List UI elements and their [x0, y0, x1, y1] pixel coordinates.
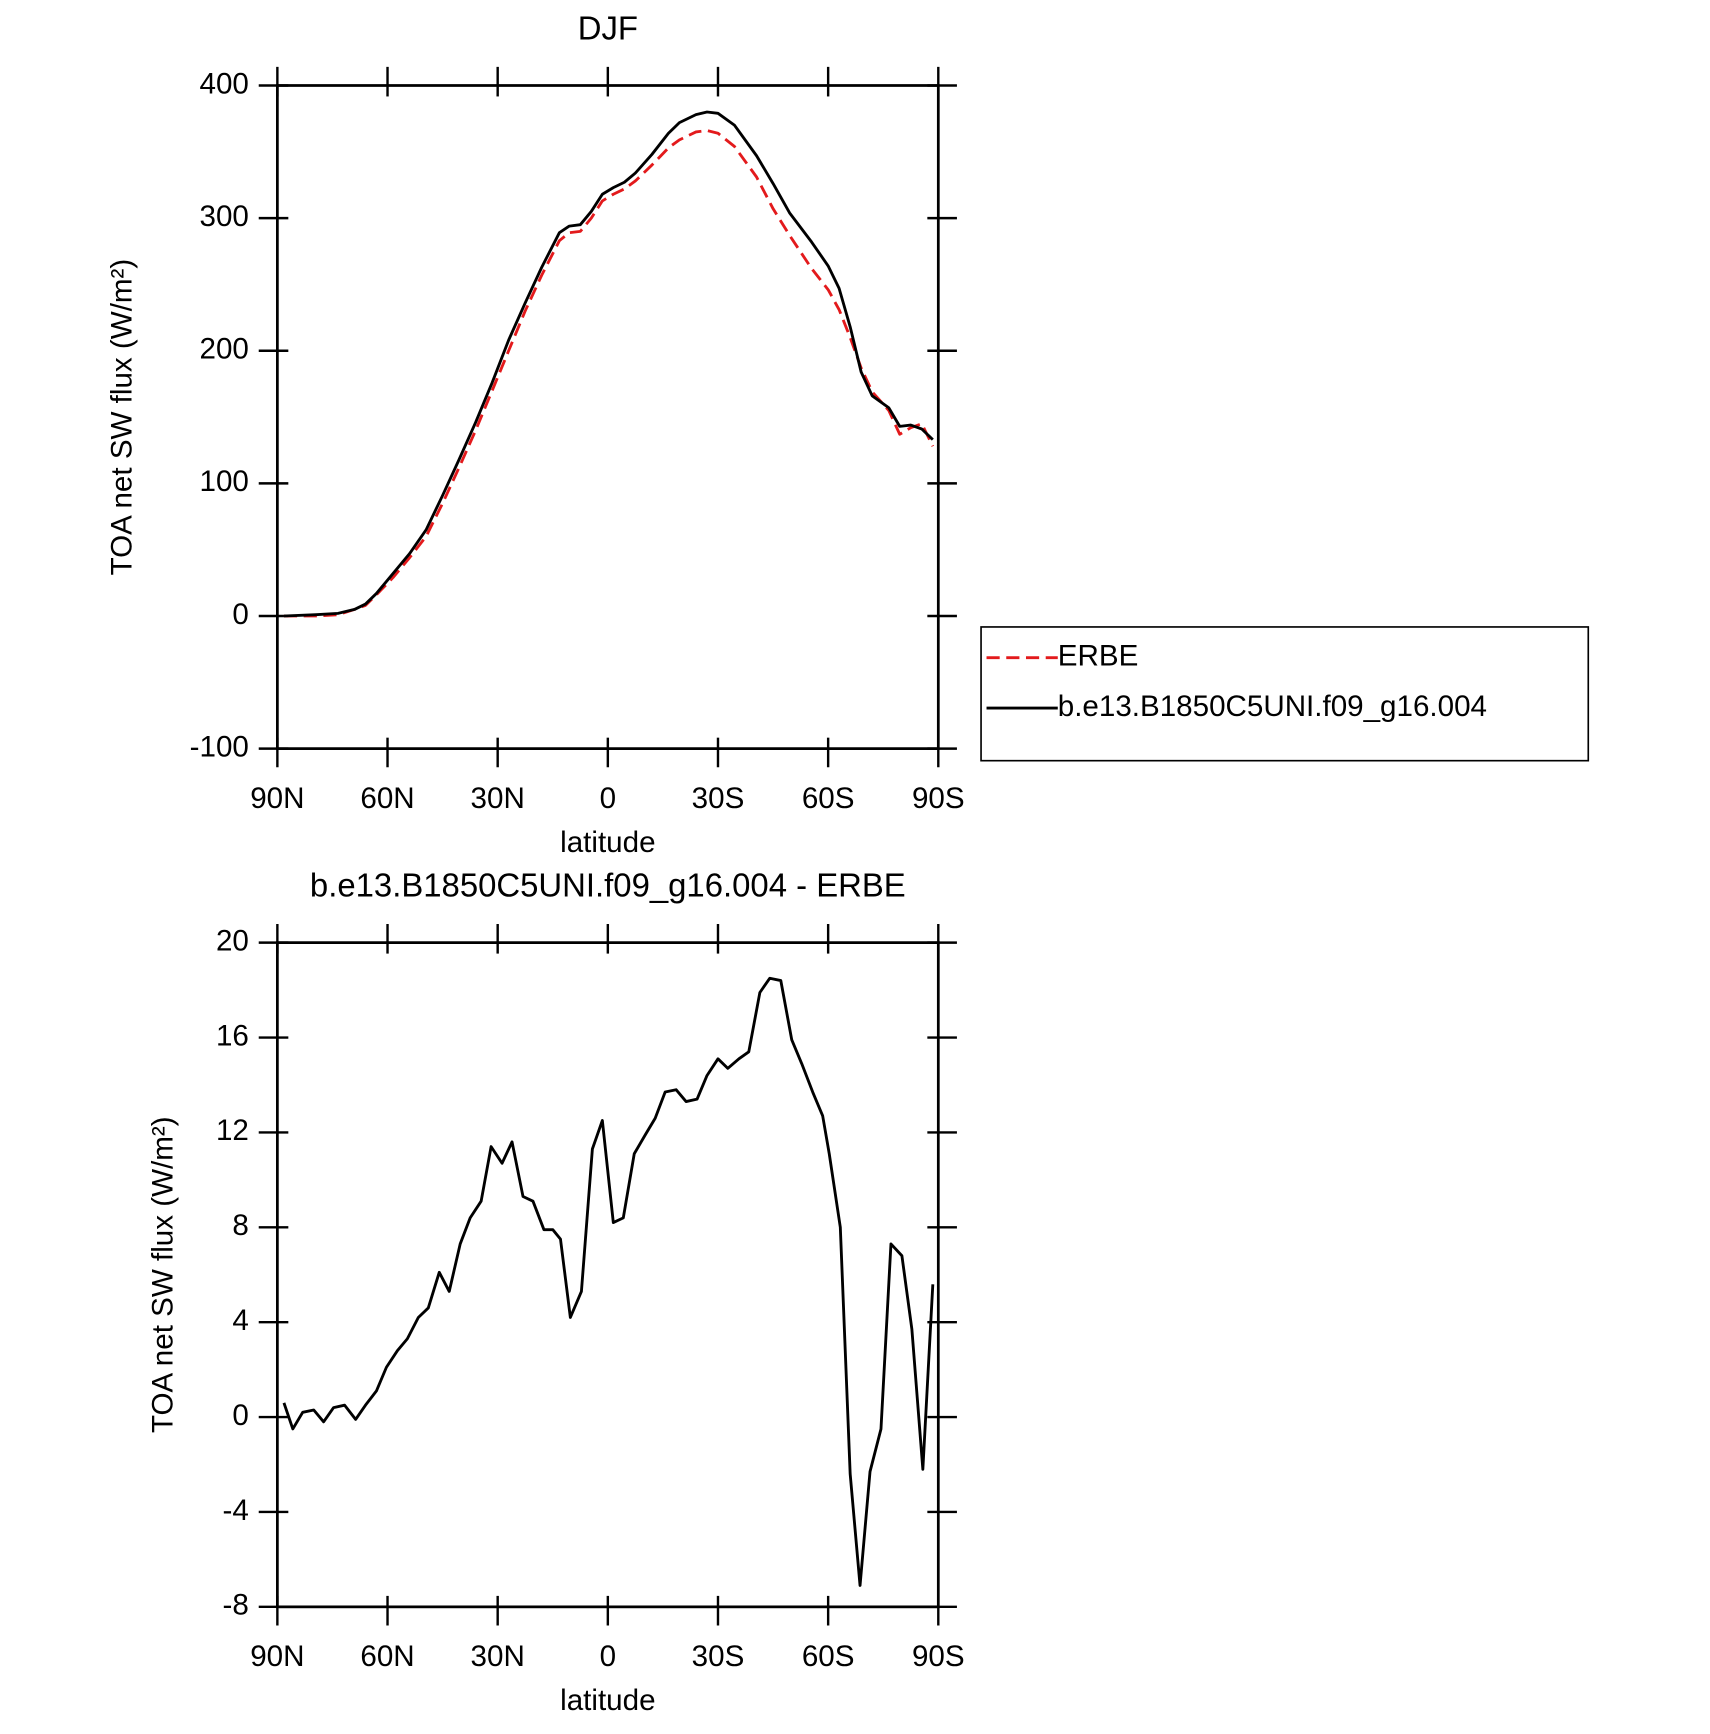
- y-axis-label: TOA net SW flux (W/m²): [106, 259, 139, 576]
- x-tick-label: 60S: [802, 782, 855, 815]
- y-axis-label: TOA net SW flux (W/m²): [146, 1116, 179, 1433]
- y-tick-label: 8: [232, 1209, 248, 1242]
- y-tick-label: 200: [200, 333, 249, 366]
- y-tick-label: 4: [232, 1304, 248, 1337]
- x-tick-label: 30N: [471, 782, 525, 815]
- x-axis-label: latitude: [560, 826, 655, 859]
- y-tick-label: 16: [216, 1019, 249, 1052]
- x-axis-label: latitude: [560, 1684, 655, 1717]
- y-tick-label: 300: [200, 200, 249, 233]
- data-line: [283, 129, 935, 618]
- y-tick-label: 400: [200, 67, 249, 100]
- legend-box: [980, 626, 1590, 762]
- y-tick-label: 12: [216, 1114, 249, 1147]
- data-line: [283, 110, 934, 618]
- data-line: [282, 976, 935, 1587]
- x-tick-label: 60N: [360, 782, 414, 815]
- y-tick-label: -8: [223, 1589, 249, 1622]
- x-tick-label: 30N: [471, 1640, 525, 1673]
- y-tick-label: 100: [200, 465, 249, 498]
- x-tick-label: 30S: [692, 1640, 745, 1673]
- legend-label: ERBE: [1058, 639, 1139, 672]
- chart-title: b.e13.B1850C5UNI.f09_g16.004 - ERBE: [310, 867, 906, 904]
- legend-label: b.e13.B1850C5UNI.f09_g16.004: [1058, 690, 1487, 723]
- x-tick-label: 90S: [912, 782, 965, 815]
- x-tick-label: 90N: [250, 1640, 304, 1673]
- y-tick-label: 20: [216, 924, 249, 957]
- y-tick-label: 0: [232, 1399, 248, 1432]
- plot-frame: [275, 84, 940, 750]
- x-tick-label: 30S: [692, 782, 745, 815]
- x-tick-label: 0: [600, 1640, 616, 1673]
- x-tick-label: 60N: [360, 1640, 414, 1673]
- y-tick-label: -4: [223, 1494, 249, 1527]
- x-tick-label: 60S: [802, 1640, 855, 1673]
- chart-title: DJF: [578, 9, 638, 46]
- plot-frame: [275, 941, 940, 1609]
- x-tick-label: 90S: [912, 1640, 965, 1673]
- y-tick-label: -100: [190, 730, 249, 763]
- x-tick-label: 90N: [250, 782, 304, 815]
- x-tick-label: 0: [600, 782, 616, 815]
- y-tick-label: 0: [232, 598, 248, 631]
